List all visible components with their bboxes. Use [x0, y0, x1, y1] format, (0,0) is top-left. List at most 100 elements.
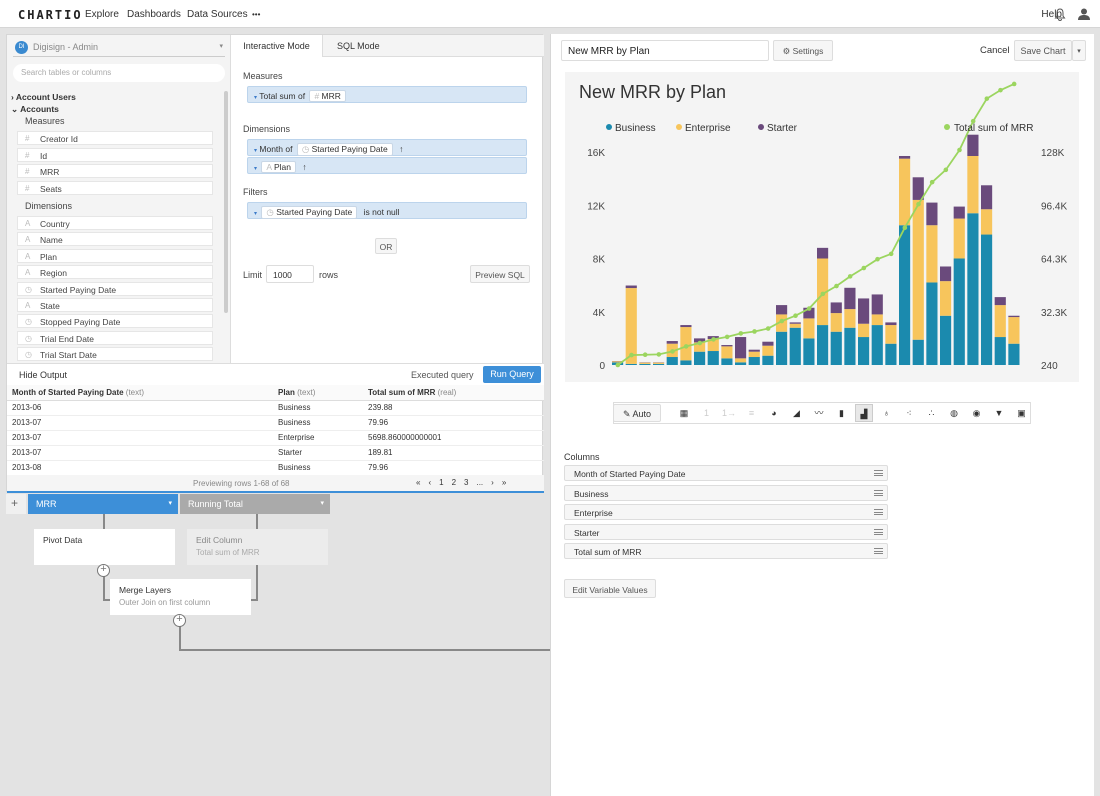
datasource-select[interactable]: DI Digisign - Admin ▾	[13, 39, 225, 57]
measure-field-item[interactable]: # Seats	[17, 180, 213, 195]
cancel-button[interactable]: Cancel	[980, 45, 1010, 56]
limit-input[interactable]: 1000	[266, 265, 314, 283]
add-layer-button[interactable]: +	[6, 494, 26, 514]
dimension-field-date[interactable]: ◷ Started Paying Date	[296, 143, 393, 156]
table-icon[interactable]: ▦	[679, 408, 689, 418]
pager-item[interactable]: ...	[476, 478, 484, 487]
dimension-field-item[interactable]: ◷ Trial Start Date	[17, 347, 213, 362]
schema-search-input[interactable]: Search tables or columns	[13, 64, 225, 82]
save-options-dropdown[interactable]: ▾	[1072, 40, 1086, 61]
nav-data-sources[interactable]: Data Sources	[187, 9, 248, 20]
layer-tab-running-total[interactable]: Running Total ▾	[180, 494, 330, 514]
drag-handle-icon[interactable]	[874, 528, 883, 535]
dimension-field-item[interactable]: ◷ Stopped Paying Date	[17, 314, 213, 329]
column-item[interactable]: Business	[564, 484, 888, 501]
measure-field-item[interactable]: # Creator Id	[17, 131, 213, 145]
drag-handle-icon[interactable]	[874, 509, 883, 515]
pager-item[interactable]: 3	[464, 478, 469, 487]
chart-title-input[interactable]: New MRR by Plan	[561, 40, 769, 61]
scatter-icon[interactable]: ⁖	[906, 408, 912, 418]
area-chart-icon[interactable]: ◢	[793, 408, 800, 418]
dimension-field-item[interactable]: A Name	[17, 232, 213, 247]
run-query-button[interactable]: Run Query	[483, 366, 541, 383]
gauge-icon[interactable]: ♁	[883, 408, 890, 418]
dimension-field-item[interactable]: A Region	[17, 265, 213, 280]
tab-interactive-mode[interactable]: Interactive Mode	[231, 35, 323, 57]
sort-asc-icon[interactable]: ↑	[302, 162, 307, 172]
drag-handle-icon[interactable]	[874, 489, 883, 496]
merge-layers-step[interactable]: Merge Layers Outer Join on first column	[110, 579, 251, 615]
drag-handle-icon[interactable]	[874, 470, 883, 476]
pager-item[interactable]: 1	[439, 478, 444, 487]
col-header-plan[interactable]: Plan (text)	[273, 385, 363, 401]
col-header-mrr[interactable]: Total sum of MRR (real)	[363, 385, 544, 401]
table-cell: 79.96	[363, 460, 544, 476]
filter-pill[interactable]: ▾ ◷ Started Paying Date is not null	[247, 202, 527, 219]
filter-operator[interactable]: is not null	[363, 207, 400, 217]
add-step-icon[interactable]: +	[97, 564, 110, 577]
dimension-field-item[interactable]: ◷ Started Paying Date	[17, 281, 213, 296]
nav-dashboards[interactable]: Dashboards	[127, 9, 181, 20]
bubble-icon[interactable]: ∴	[928, 408, 935, 418]
pager-item[interactable]: 2	[451, 478, 457, 487]
pager-item[interactable]: »	[501, 478, 507, 487]
column-item[interactable]: Total sum of MRR	[564, 543, 888, 559]
line-chart-icon[interactable]: 〰	[814, 408, 824, 418]
dimension-field-item[interactable]: ◷ Trial End Date	[17, 330, 213, 345]
column-item[interactable]: Enterprise	[564, 504, 888, 520]
pie-chart-icon[interactable]: ◕	[771, 408, 777, 418]
dimension-field-item[interactable]: A Plan	[17, 248, 213, 263]
sort-asc-icon[interactable]: ↑	[399, 144, 404, 154]
filter-field[interactable]: ◷ Started Paying Date	[261, 206, 358, 219]
measure-aggregate[interactable]: Total sum of	[259, 91, 306, 101]
single-value-icon[interactable]: 1	[703, 408, 709, 418]
settings-button[interactable]: ⚙ Settings	[773, 40, 833, 61]
globe-icon[interactable]: ◍	[950, 408, 958, 418]
map-icon[interactable]: ◉	[972, 408, 981, 418]
measure-field[interactable]: # MRR	[309, 90, 346, 102]
measure-field-item[interactable]: # Id	[17, 147, 213, 162]
or-button[interactable]: OR	[375, 238, 397, 254]
layer-tab-mrr[interactable]: MRR ▾	[28, 494, 178, 514]
measure-field-item[interactable]: # MRR	[17, 164, 213, 178]
save-chart-button[interactable]: Save Chart	[1014, 40, 1072, 61]
add-step-icon[interactable]: +	[173, 614, 186, 627]
preview-sql-button[interactable]: Preview SQL	[470, 265, 530, 283]
bar-line-chart-icon[interactable]: ▟	[855, 404, 873, 422]
column-item[interactable]: Starter	[564, 523, 888, 540]
table-account-users[interactable]: › Account Users	[11, 92, 76, 102]
nav-more[interactable]: •••	[252, 10, 261, 19]
edit-column-step[interactable]: Edit Column Total sum of MRR	[187, 529, 328, 565]
edit-variable-values-button[interactable]: Edit Variable Values	[564, 579, 656, 598]
column-item[interactable]: Month of Started Paying Date	[564, 465, 888, 481]
nav-explore[interactable]: Explore	[85, 9, 119, 20]
pivot-data-step[interactable]: Pivot Data	[34, 529, 175, 565]
pager-item[interactable]: ‹	[428, 478, 432, 487]
tab-sql-mode[interactable]: SQL Mode	[323, 35, 544, 57]
image-icon[interactable]: ▣	[1017, 408, 1026, 418]
dimension-field-item[interactable]: A Country	[17, 216, 213, 230]
auto-chart-button[interactable]: ✎ Auto	[613, 404, 661, 422]
funnel-text-icon[interactable]: ≡	[748, 408, 755, 418]
dimension-field-plan[interactable]: A Plan	[261, 161, 296, 173]
bell-icon[interactable]	[1054, 8, 1066, 21]
comparison-icon[interactable]: 1→	[721, 408, 736, 418]
measure-pill[interactable]: ▾ Total sum of # MRR	[247, 86, 527, 103]
chartio-logo[interactable]: CHARTIO	[18, 8, 83, 22]
pager-item[interactable]: ›	[491, 478, 494, 487]
table-accounts[interactable]: ⌄ Accounts	[11, 104, 59, 114]
pager-item[interactable]: «	[416, 478, 421, 487]
bar-segment	[981, 209, 993, 235]
col-header-month[interactable]: Month of Started Paying Date (text)	[7, 385, 273, 401]
hide-output-button[interactable]: Hide Output	[19, 370, 68, 380]
sidebar-scrollbar[interactable]	[224, 91, 228, 313]
funnel-icon[interactable]: ▼	[994, 408, 1004, 418]
drag-handle-icon[interactable]	[874, 548, 883, 554]
bar-chart-icon[interactable]: ▮	[839, 408, 844, 418]
dimension-pill-date[interactable]: ▾ Month of ◷ Started Paying Date ↑	[247, 139, 527, 156]
dimension-field-item[interactable]: A State	[17, 298, 213, 312]
nav-help[interactable]: Help	[1041, 9, 1062, 20]
dimension-pill-plan[interactable]: ▾ A Plan ↑	[247, 157, 527, 174]
line-point	[957, 147, 962, 153]
user-icon[interactable]	[1078, 8, 1090, 20]
